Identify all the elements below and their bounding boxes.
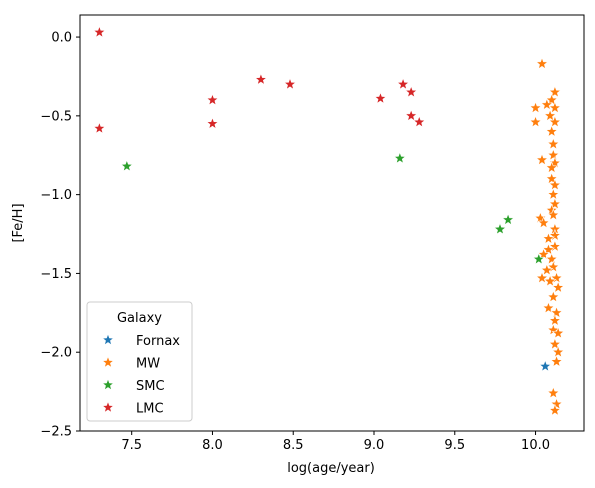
- x-tick-label: 9.5: [444, 438, 465, 453]
- legend-marker-smc: [101, 378, 115, 391]
- data-point-mw: [550, 305, 564, 319]
- data-point-mw: [541, 231, 555, 245]
- x-tick-label: 8.5: [283, 438, 304, 453]
- data-point-mw: [548, 178, 562, 191]
- data-point-lmc: [404, 108, 418, 122]
- data-point-lmc: [92, 25, 106, 38]
- legend-label-mw: MW: [136, 357, 160, 372]
- data-point-smc: [501, 212, 515, 226]
- ticks-layer: 7.5 8.0 8.5 9.0 9.5 10.0 0.0 −0.5 −1.0 −1.5 −2.0 −2…: [40, 31, 550, 453]
- data-point-mw: [546, 148, 560, 161]
- data-points-layer: [92, 25, 565, 417]
- data-point-mw: [548, 313, 562, 327]
- legend: Galaxy Fornax MW SMC LMC: [86, 301, 193, 422]
- data-point-mw: [550, 271, 564, 284]
- data-point-mw: [548, 197, 562, 210]
- data-point-lmc: [283, 77, 297, 90]
- data-point-mw: [545, 160, 559, 174]
- y-tick-label: −1.0: [40, 188, 72, 203]
- data-point-mw: [548, 101, 562, 114]
- plot-frame: [79, 14, 585, 432]
- data-point-mw: [550, 354, 564, 368]
- data-point-lmc: [254, 72, 268, 86]
- data-point-mw: [550, 397, 564, 410]
- data-point-lmc: [404, 85, 418, 98]
- legend-label-smc: SMC: [136, 379, 165, 394]
- data-point-mw: [545, 252, 559, 265]
- data-point-mw: [548, 228, 562, 242]
- data-point-lmc: [205, 116, 219, 130]
- legend-entries: Fornax MW SMC LMC: [101, 333, 180, 417]
- x-axis-label: log(age/year): [287, 461, 375, 476]
- data-point-fornax: [538, 359, 552, 372]
- legend-marker-fornax: [101, 333, 115, 346]
- data-point-lmc: [396, 77, 410, 90]
- data-point-mw: [548, 239, 562, 253]
- legend-title: Galaxy: [117, 311, 162, 326]
- data-point-mw: [537, 247, 551, 261]
- data-point-mw: [535, 56, 549, 70]
- data-point-mw: [546, 187, 560, 201]
- data-point-lmc: [92, 121, 106, 135]
- data-point-mw: [545, 172, 559, 185]
- x-tick-label: 7.5: [121, 438, 142, 453]
- y-tick-label: −0.5: [40, 109, 72, 124]
- data-point-mw: [546, 208, 560, 221]
- data-point-mw: [540, 263, 554, 276]
- data-point-mw: [551, 345, 565, 358]
- data-point-mw: [548, 85, 562, 98]
- y-tick-label: 0.0: [51, 31, 72, 46]
- y-axis-label: [Fe/H]: [11, 203, 26, 242]
- legend-marker-lmc: [101, 400, 115, 414]
- data-point-mw: [551, 326, 565, 339]
- data-point-mw: [543, 108, 557, 122]
- y-tick-label: −1.5: [40, 267, 72, 282]
- data-point-mw: [535, 271, 549, 284]
- data-point-mw: [545, 93, 559, 106]
- data-point-mw: [543, 274, 557, 287]
- data-point-smc: [532, 252, 546, 265]
- data-point-mw: [540, 97, 554, 111]
- data-point-mw: [546, 290, 560, 303]
- legend-label-lmc: LMC: [136, 402, 164, 417]
- data-point-mw: [551, 280, 565, 294]
- y-tick-label: −2.0: [40, 346, 72, 361]
- data-point-smc: [120, 159, 134, 172]
- legend-marker-mw: [101, 355, 115, 369]
- legend-label-fornax: Fornax: [136, 334, 180, 349]
- data-point-lmc: [205, 93, 219, 106]
- data-point-mw: [541, 301, 555, 314]
- data-point-mw: [548, 403, 562, 417]
- data-point-mw: [548, 115, 562, 128]
- data-point-mw: [546, 386, 560, 399]
- x-tick-label: 9.0: [364, 438, 385, 453]
- data-point-lmc: [373, 91, 387, 105]
- data-point-mw: [529, 101, 543, 114]
- data-point-mw: [546, 260, 560, 273]
- data-point-mw: [541, 242, 555, 256]
- y-tick-label: −2.5: [40, 425, 72, 440]
- data-point-lmc: [412, 115, 426, 128]
- data-point-mw: [545, 124, 559, 138]
- data-point-mw: [537, 216, 551, 229]
- data-point-smc: [393, 151, 407, 164]
- data-point-mw: [548, 337, 562, 350]
- data-point-smc: [493, 222, 507, 235]
- data-point-mw: [546, 137, 560, 150]
- x-tick-label: 10.0: [521, 438, 550, 453]
- legend-box: [86, 301, 193, 422]
- data-point-mw: [535, 153, 549, 166]
- x-tick-label: 8.0: [202, 438, 223, 453]
- data-point-mw: [529, 115, 543, 128]
